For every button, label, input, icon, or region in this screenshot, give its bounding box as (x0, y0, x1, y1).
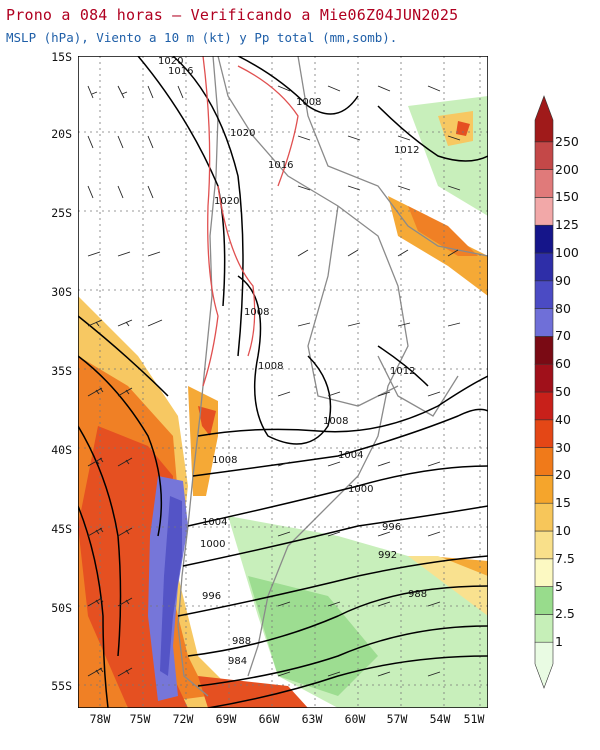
colorbar-label: 10 (555, 523, 571, 538)
lat-label-30s: 30S (51, 285, 72, 299)
lat-label-35s: 35S (51, 364, 72, 378)
coastline (177, 55, 489, 697)
isobar-label: 1020 (214, 196, 239, 207)
colorbar-label: 200 (555, 161, 579, 177)
colorbar-label: 15 (555, 495, 571, 511)
colorbar-label: 50 (555, 384, 571, 399)
colorbar-swatch (534, 614, 554, 643)
lon-label-54w: 54W (429, 712, 451, 726)
map-canvas: 1020 1016 1008 1020 1016 1012 1020 1008 … (77, 55, 489, 709)
isobar-label: 1016 (168, 66, 193, 77)
lat-label-25s: 25S (51, 206, 72, 220)
colorbar-swatch (534, 95, 554, 143)
lat-label-40s: 40S (51, 443, 72, 457)
colorbar-label: 100 (555, 245, 579, 260)
colorbar-label: 2.5 (555, 606, 575, 622)
isobar-label: 1000 (348, 484, 373, 495)
colorbar-swatch (534, 169, 554, 198)
colorbar-label: 70 (555, 328, 571, 344)
lon-label-72w: 72W (172, 712, 194, 726)
colorbar-label: 60 (555, 356, 571, 372)
lat-label-55s: 55S (51, 679, 72, 693)
wind-barbs (87, 85, 461, 677)
lon-label-75w: 75W (129, 712, 151, 726)
isobars (77, 55, 489, 709)
isobar-label: 988 (232, 636, 251, 647)
colorbar-label: 90 (555, 272, 571, 288)
isobar-label: 1012 (390, 366, 415, 377)
colorbar-swatch (534, 586, 554, 615)
colorbar-swatch (534, 447, 554, 476)
colorbar-label: 150 (555, 189, 579, 205)
precip-shading (78, 96, 488, 708)
colorbar-label: 7.5 (555, 550, 575, 566)
isobar-label: 1008 (244, 307, 269, 318)
colorbar-swatch (534, 558, 554, 587)
colorbar-label: 250 (555, 133, 579, 149)
colorbar-label: 20 (555, 467, 571, 483)
colorbar-swatch (534, 530, 554, 560)
isobar-label: 1020 (230, 128, 255, 139)
isobar-label: 996 (202, 591, 221, 602)
colorbar-swatch (534, 224, 554, 254)
colorbar-swatch (534, 197, 554, 226)
isobar-label: 988 (408, 589, 427, 600)
terrain-contour (202, 55, 299, 387)
isobar-label: 1008 (258, 361, 283, 372)
isobar-label: 1020 (158, 56, 183, 67)
graticule (78, 56, 488, 708)
colorbar-swatch (534, 502, 554, 532)
isobar-label: 996 (382, 522, 401, 533)
lon-label-57w: 57W (386, 712, 408, 726)
colorbar-swatch (534, 391, 554, 421)
lat-label-45s: 45S (51, 522, 72, 536)
lon-label-60w: 60W (344, 712, 366, 726)
isobar-label: 1008 (296, 97, 321, 108)
colorbar-swatch (534, 363, 554, 393)
colorbar-label: 30 (555, 439, 571, 455)
lon-label-51w: 51W (463, 712, 485, 726)
colorbar-swatch (534, 252, 554, 282)
colorbar-swatch (534, 308, 554, 337)
lon-label-63w: 63W (301, 712, 323, 726)
colorbar-swatch (534, 475, 554, 504)
lat-label-20s: 20S (51, 127, 72, 141)
colorbar (534, 95, 554, 689)
colorbar-blocks (534, 95, 554, 689)
colorbar-swatch (534, 280, 554, 309)
colorbar-label: 40 (555, 411, 571, 427)
isobar-label: 992 (378, 550, 397, 561)
isobar-label: 984 (228, 656, 247, 667)
colorbar-label: 125 (555, 217, 579, 233)
lat-label-15s: 15S (51, 50, 72, 64)
page-title: Prono a 084 horas — Verificando a Mie06Z… (6, 6, 459, 24)
isobar-label: 1004 (338, 450, 363, 461)
page-subtitle: MSLP (hPa), Viento a 10 m (kt) y Pp tota… (6, 30, 398, 45)
colorbar-swatch (534, 419, 554, 448)
map-panel: 1020 1016 1008 1020 1016 1012 1020 1008 … (77, 55, 489, 709)
isobar-label: 1012 (394, 145, 419, 156)
lon-label-69w: 69W (215, 712, 237, 726)
colorbar-swatch (534, 141, 554, 170)
isobar-label: 1008 (212, 455, 237, 466)
isobar-label: 1016 (268, 160, 293, 171)
colorbar-label: 80 (555, 300, 571, 316)
lat-label-50s: 50S (51, 601, 72, 615)
isobar-label: 1000 (200, 539, 225, 550)
colorbar-label: 1 (555, 634, 563, 650)
colorbar-swatch (534, 641, 554, 689)
lon-label-78w: 78W (89, 712, 111, 726)
isobar-label: 1004 (202, 517, 227, 528)
lon-label-66w: 66W (258, 712, 280, 726)
colorbar-swatch (534, 336, 554, 365)
isobar-label: 1008 (323, 416, 348, 427)
colorbar-label: 5 (555, 578, 563, 594)
